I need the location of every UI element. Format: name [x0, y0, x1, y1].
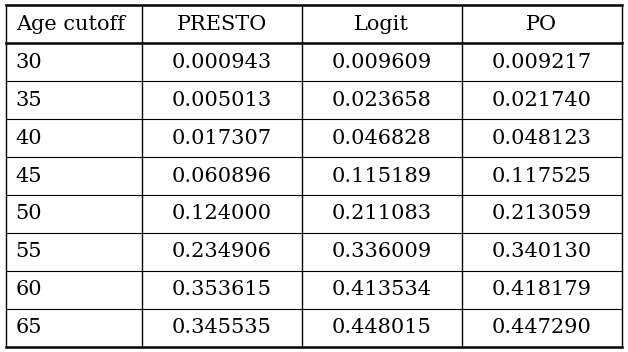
Text: 0.021740: 0.021740: [492, 90, 592, 109]
Text: 0.009609: 0.009609: [332, 53, 432, 72]
Text: 0.023658: 0.023658: [332, 90, 431, 109]
Text: 30: 30: [16, 53, 43, 72]
Text: 35: 35: [16, 90, 42, 109]
Text: 0.340130: 0.340130: [492, 243, 592, 262]
Text: 0.060896: 0.060896: [171, 166, 272, 186]
Text: 0.048123: 0.048123: [492, 128, 592, 147]
Text: 0.336009: 0.336009: [332, 243, 432, 262]
Text: 40: 40: [16, 128, 42, 147]
Text: 0.345535: 0.345535: [171, 318, 272, 337]
Text: 0.000943: 0.000943: [171, 53, 272, 72]
Text: PRESTO: PRESTO: [176, 15, 267, 34]
Text: 0.447290: 0.447290: [492, 318, 592, 337]
Text: 0.005013: 0.005013: [171, 90, 272, 109]
Text: Age cutoff: Age cutoff: [16, 15, 125, 34]
Text: 45: 45: [16, 166, 42, 186]
Text: 60: 60: [16, 280, 42, 299]
Text: 0.211083: 0.211083: [332, 205, 432, 224]
Text: 0.234906: 0.234906: [171, 243, 272, 262]
Text: 0.448015: 0.448015: [332, 318, 431, 337]
Text: 0.115189: 0.115189: [332, 166, 432, 186]
Text: 65: 65: [16, 318, 42, 337]
Text: 0.017307: 0.017307: [171, 128, 272, 147]
Text: 0.353615: 0.353615: [171, 280, 272, 299]
Text: Logit: Logit: [354, 15, 409, 34]
Text: 0.213059: 0.213059: [492, 205, 592, 224]
Text: 50: 50: [16, 205, 42, 224]
Text: PO: PO: [526, 15, 557, 34]
Text: 0.418179: 0.418179: [492, 280, 592, 299]
Text: 0.046828: 0.046828: [332, 128, 431, 147]
Text: 0.413534: 0.413534: [332, 280, 431, 299]
Text: 0.124000: 0.124000: [171, 205, 272, 224]
Text: 55: 55: [16, 243, 42, 262]
Text: 0.009217: 0.009217: [492, 53, 592, 72]
Text: 0.117525: 0.117525: [492, 166, 592, 186]
